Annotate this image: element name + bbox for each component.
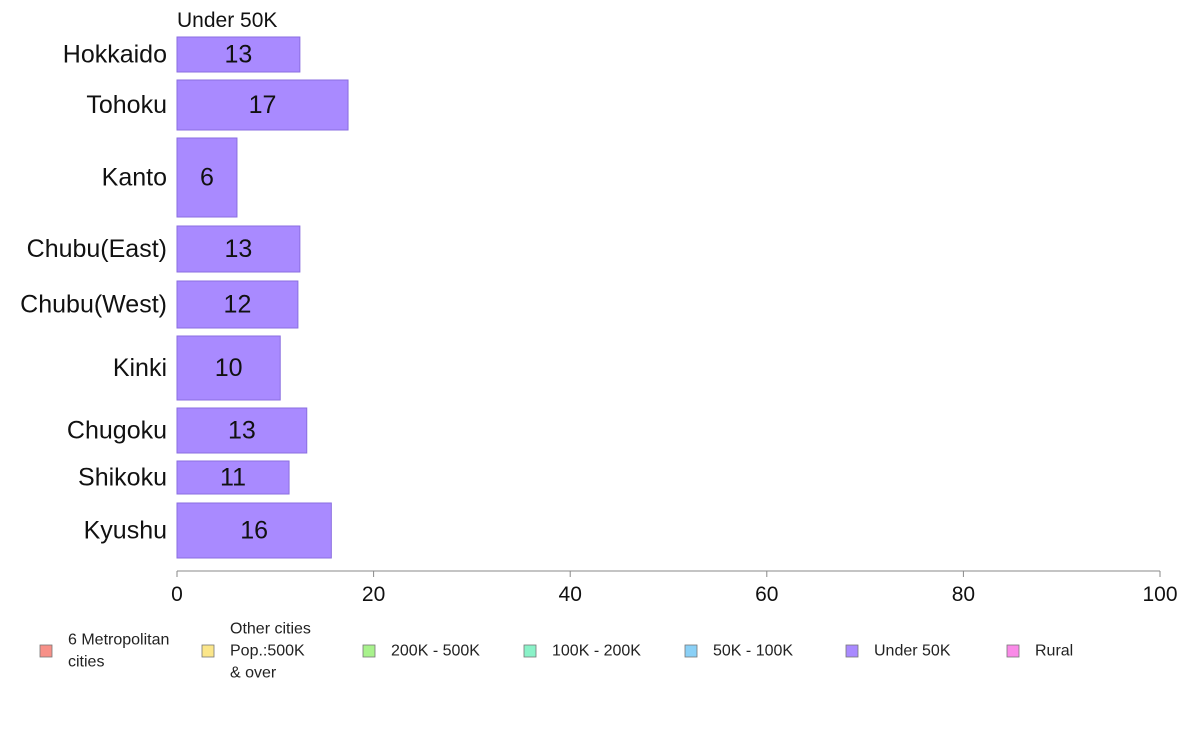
legend-label: 6 Metropolitan xyxy=(68,632,169,649)
legend-label: 200K - 500K xyxy=(391,643,480,660)
legend-swatch xyxy=(1006,644,1020,658)
value-label: 13 xyxy=(225,41,253,69)
value-label: 10 xyxy=(215,354,243,382)
legend-item: 6 Metropolitan cities xyxy=(39,632,169,671)
value-label: 13 xyxy=(225,235,253,263)
bar-kanto xyxy=(176,137,238,218)
legend-swatch xyxy=(362,644,376,658)
region-label: Chugoku xyxy=(67,417,167,445)
legend: 6 Metropolitan cities Other cities Pop.:50… xyxy=(39,621,1073,682)
value-label: 17 xyxy=(249,91,277,119)
value-label: 13 xyxy=(228,417,256,445)
x-tick-label: 60 xyxy=(755,583,778,606)
x-tick-label: 100 xyxy=(1142,583,1177,606)
x-tick-label: 40 xyxy=(559,583,582,606)
x-tick-label: 20 xyxy=(362,583,385,606)
legend-swatch xyxy=(39,644,53,658)
bar-shikoku xyxy=(176,460,290,495)
legend-item: 200K - 500K xyxy=(362,643,480,660)
value-label: 6 xyxy=(200,164,214,192)
legend-item: 50K - 100K xyxy=(684,643,793,660)
series-header: Under 50K xyxy=(177,9,277,32)
region-label: Kanto xyxy=(102,164,167,192)
region-label: Tohoku xyxy=(86,91,167,119)
legend-item: 100K - 200K xyxy=(523,643,641,660)
bar-chubu-west xyxy=(176,280,299,329)
legend-item: Under 50K xyxy=(845,643,951,660)
legend-label: cities xyxy=(68,654,104,671)
legend-swatch xyxy=(845,644,859,658)
bar-tohoku xyxy=(176,79,349,131)
legend-label: Other cities xyxy=(230,621,311,638)
region-label: Hokkaido xyxy=(63,41,167,69)
legend-swatch xyxy=(523,644,537,658)
region-label: Kyushu xyxy=(84,517,167,545)
legend-swatch xyxy=(201,644,215,658)
value-label: 12 xyxy=(224,291,252,319)
legend-item: Other cities Pop.:500K & over xyxy=(201,621,311,682)
region-label: Shikoku xyxy=(78,464,167,492)
bar-kinki xyxy=(176,335,281,401)
legend-label: Pop.:500K xyxy=(230,643,305,660)
legend-item: Rural xyxy=(1006,643,1073,660)
legend-swatch xyxy=(684,644,698,658)
bars-group: Hokkaido 13 Tohoku 17 Kanto 6 Chubu(East) 13 Chu… xyxy=(20,36,349,559)
legend-label: 50K - 100K xyxy=(713,643,793,660)
x-axis: 0 20 40 60 80 100 xyxy=(171,570,1178,606)
region-label: Chubu(East) xyxy=(27,235,167,263)
legend-label: & over xyxy=(230,665,277,682)
bar-chubu-east xyxy=(176,225,301,273)
bar-hokkaido xyxy=(176,36,301,73)
bar-chugoku xyxy=(176,407,308,454)
legend-label: Under 50K xyxy=(874,643,951,660)
value-label: 16 xyxy=(240,517,268,545)
region-label: Kinki xyxy=(113,354,167,382)
legend-label: Rural xyxy=(1035,643,1073,660)
x-tick-label: 0 xyxy=(171,583,183,606)
value-label: 11 xyxy=(220,464,246,492)
legend-label: 100K - 200K xyxy=(552,643,641,660)
region-label: Chubu(West) xyxy=(20,291,167,319)
x-tick-label: 80 xyxy=(952,583,975,606)
bar-kyushu xyxy=(176,502,332,559)
